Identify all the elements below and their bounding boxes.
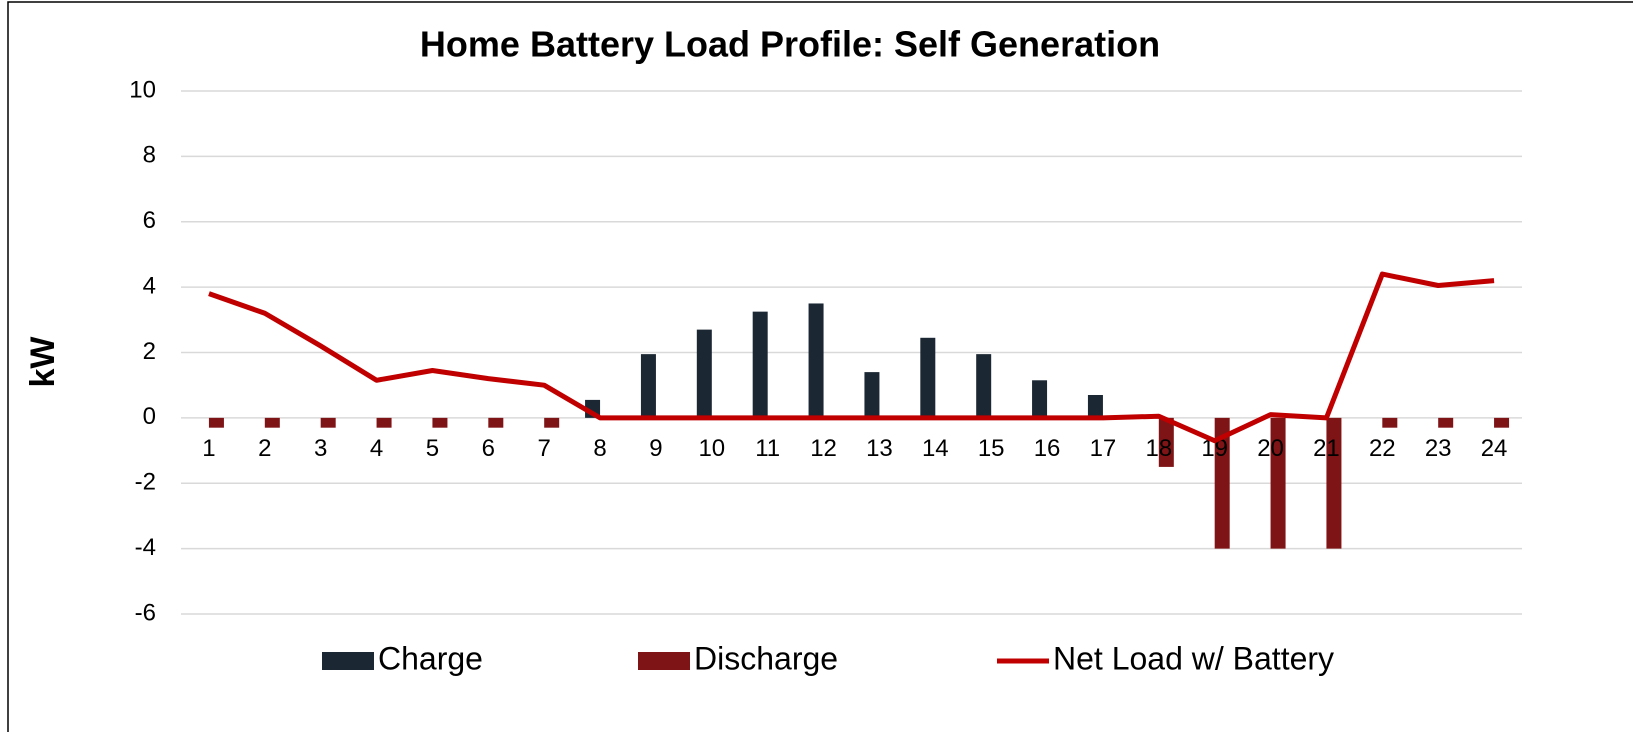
- bar: [1326, 417, 1342, 549]
- legend-label: Charge: [378, 640, 483, 676]
- x-tick-label: 8: [593, 435, 606, 462]
- x-tick-label: 16: [1034, 435, 1061, 462]
- y-tick-label: 0: [143, 403, 156, 430]
- y-axis-label: kW: [24, 336, 62, 388]
- bar: [920, 337, 936, 418]
- chart-border: [7, 1, 1633, 732]
- bar: [696, 329, 712, 418]
- x-tick-label: 5: [426, 435, 439, 462]
- y-tick-label: 10: [129, 76, 156, 103]
- x-tick-label: 18: [1145, 435, 1172, 462]
- legend-swatch: [322, 652, 374, 670]
- x-tick-label: 15: [978, 435, 1005, 462]
- y-tick-label: 2: [143, 338, 156, 365]
- line: [208, 271, 1495, 444]
- x-tick-label: 13: [866, 435, 893, 462]
- bar: [488, 417, 504, 428]
- x-tick-label: 7: [538, 435, 551, 462]
- bar: [976, 354, 992, 418]
- bar: [1494, 417, 1510, 428]
- bar: [432, 417, 448, 428]
- y-tick-label: -4: [135, 534, 156, 561]
- legend-label: Discharge: [694, 640, 838, 676]
- bar: [1382, 417, 1398, 428]
- bar: [864, 372, 880, 418]
- bar: [640, 354, 656, 418]
- bar: [1214, 417, 1230, 549]
- bar: [808, 303, 824, 418]
- x-tick-label: 23: [1425, 435, 1452, 462]
- y-tick-label: 6: [143, 207, 156, 234]
- bar: [264, 417, 280, 428]
- bar: [752, 311, 768, 418]
- bar: [320, 417, 336, 428]
- x-tick-label: 6: [482, 435, 495, 462]
- bar: [1032, 380, 1048, 418]
- bar: [1270, 417, 1286, 549]
- x-tick-label: 11: [755, 435, 780, 462]
- x-tick-label: 14: [922, 435, 949, 462]
- bar: [208, 417, 224, 428]
- x-tick-label: 17: [1090, 435, 1117, 462]
- bar: [1158, 417, 1174, 467]
- x-tick-label: 21: [1313, 435, 1340, 462]
- x-tick-label: 9: [649, 435, 662, 462]
- legend-swatch: [638, 652, 690, 670]
- bar: [544, 417, 560, 428]
- x-tick-label: 20: [1257, 435, 1284, 462]
- x-tick-label: 22: [1369, 435, 1396, 462]
- x-tick-label: 12: [810, 435, 837, 462]
- y-tick-label: 4: [143, 272, 156, 299]
- chart-title: Home Battery Load Profile: Self Generati…: [420, 24, 1160, 65]
- x-tick-label: 1: [202, 435, 215, 462]
- x-tick-label: 2: [258, 435, 271, 462]
- legend-label: Net Load w/ Battery: [1053, 640, 1334, 676]
- y-tick-label: -6: [135, 599, 156, 626]
- x-tick-label: 10: [698, 435, 725, 462]
- y-tick-label: 8: [143, 142, 156, 169]
- x-tick-label: 4: [370, 435, 383, 462]
- x-tick-label: 3: [314, 435, 327, 462]
- bar: [376, 417, 392, 428]
- y-tick-label: -2: [135, 469, 156, 496]
- x-tick-label: 24: [1481, 435, 1508, 462]
- bar: [1087, 394, 1103, 418]
- bar: [1438, 417, 1454, 428]
